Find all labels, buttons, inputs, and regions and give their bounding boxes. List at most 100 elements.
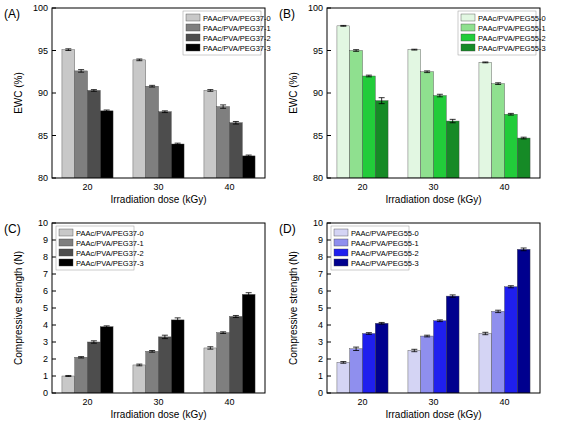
- y-tick: [327, 291, 331, 292]
- error-bar: [340, 362, 346, 364]
- y-tick: [52, 50, 56, 51]
- legend-swatch: [59, 239, 73, 246]
- y-tick-label: 4: [43, 320, 48, 330]
- error-bar: [233, 121, 239, 124]
- y-tick-label: 5: [318, 303, 323, 313]
- x-axis-label: Irradiation dose (kGy): [385, 194, 481, 205]
- y-tick-label: 0: [43, 388, 48, 398]
- error-bar: [450, 295, 456, 297]
- error-bar: [175, 318, 181, 322]
- y-tick: [52, 240, 56, 241]
- x-tick-label: 30: [153, 182, 163, 192]
- bar: [446, 121, 459, 178]
- y-tick-label: 90: [38, 88, 48, 98]
- error-bar: [353, 50, 359, 52]
- y-tick: [52, 257, 56, 258]
- error-bar: [65, 375, 71, 376]
- legend-swatch: [186, 24, 200, 31]
- x-tick-label: 20: [82, 397, 92, 407]
- bar: [505, 287, 518, 393]
- legend-swatch: [186, 44, 200, 51]
- y-tick: [52, 342, 56, 343]
- y-tick-label: 1: [318, 371, 323, 381]
- panel: (A)80859095100EWC (%)Irradiation dose (k…: [4, 3, 271, 205]
- error-bar: [220, 105, 226, 108]
- y-tick-label: 1: [43, 371, 48, 381]
- y-tick-label: 0: [318, 388, 323, 398]
- bar: [505, 114, 518, 178]
- bar: [230, 317, 243, 394]
- y-tick: [52, 291, 56, 292]
- bar: [350, 51, 363, 179]
- error-bar: [482, 332, 488, 334]
- bar: [421, 72, 434, 178]
- y-tick-label: 9: [43, 235, 48, 245]
- error-bar: [78, 70, 84, 73]
- x-tick-label: 20: [357, 397, 367, 407]
- error-bar: [495, 83, 501, 85]
- error-bar: [424, 71, 430, 73]
- y-tick-label: 80: [313, 173, 323, 183]
- y-tick-label: 95: [313, 46, 323, 56]
- error-bar: [162, 335, 168, 338]
- bar: [408, 351, 421, 394]
- bar: [230, 123, 243, 178]
- y-tick-label: 85: [313, 131, 323, 141]
- x-tick-label: 30: [428, 182, 438, 192]
- bar: [434, 321, 447, 393]
- legend-label: PAAc/PVA/PEG55-0: [478, 14, 546, 23]
- x-tick-label: 30: [153, 397, 163, 407]
- error-bar: [246, 293, 252, 296]
- legend: PAAc/PVA/PEG55-0PAAc/PVA/PEG55-1PAAc/PVA…: [331, 226, 419, 270]
- bar: [159, 337, 172, 393]
- y-tick-label: 8: [43, 252, 48, 262]
- error-bar: [220, 332, 226, 334]
- panel-label: (A): [4, 7, 20, 21]
- legend-label: PAAc/PVA/PEG37-2: [203, 34, 271, 43]
- legend-swatch: [59, 229, 73, 236]
- y-tick: [52, 325, 56, 326]
- panel: (D)012345678910Compressive strength (N)I…: [279, 218, 540, 420]
- y-tick: [327, 274, 331, 275]
- error-bar: [521, 137, 527, 139]
- error-bar: [379, 98, 385, 104]
- y-axis-label: EWC (%): [288, 72, 299, 114]
- legend: PAAc/PVA/PEG37-0PAAc/PVA/PEG37-1PAAc/PVA…: [183, 11, 271, 55]
- bar: [171, 320, 184, 393]
- bar: [446, 296, 459, 393]
- x-tick-label: 20: [357, 182, 367, 192]
- bar: [434, 96, 447, 178]
- y-tick: [327, 135, 331, 136]
- bar: [217, 333, 230, 393]
- y-tick: [327, 93, 331, 94]
- bar: [242, 294, 255, 393]
- panel-label: (C): [4, 222, 21, 236]
- error-bar: [207, 90, 213, 92]
- y-axis-label: EWC (%): [13, 72, 24, 114]
- y-tick-label: 80: [38, 173, 48, 183]
- bar: [479, 334, 492, 394]
- x-axis-label: Irradiation dose (kGy): [385, 409, 481, 420]
- y-tick-label: 90: [313, 88, 323, 98]
- legend-label: PAAc/PVA/PEG37-3: [203, 44, 271, 53]
- legend-label: PAAc/PVA/PEG55-2: [351, 249, 419, 258]
- y-axis-label: Compressive strength (N): [288, 251, 299, 365]
- y-tick: [327, 325, 331, 326]
- legend-label: PAAc/PVA/PEG37-1: [203, 24, 271, 33]
- bar: [492, 311, 505, 393]
- legend-swatch: [59, 249, 73, 256]
- y-tick-label: 10: [313, 218, 323, 228]
- x-axis-label: Irradiation dose (kGy): [110, 194, 206, 205]
- bar: [100, 111, 113, 178]
- y-tick-label: 7: [43, 269, 48, 279]
- legend-label: PAAc/PVA/PEG37-3: [76, 259, 144, 268]
- y-tick-label: 10: [38, 218, 48, 228]
- legend-label: PAAc/PVA/PEG55-0: [351, 229, 419, 238]
- y-tick: [327, 257, 331, 258]
- error-bar: [175, 143, 181, 145]
- panel: (B)80859095100EWC (%)Irradiation dose (k…: [279, 3, 546, 205]
- error-bar: [437, 94, 443, 97]
- bar: [517, 249, 530, 393]
- plot-frame: [52, 223, 265, 393]
- bar: [375, 323, 388, 393]
